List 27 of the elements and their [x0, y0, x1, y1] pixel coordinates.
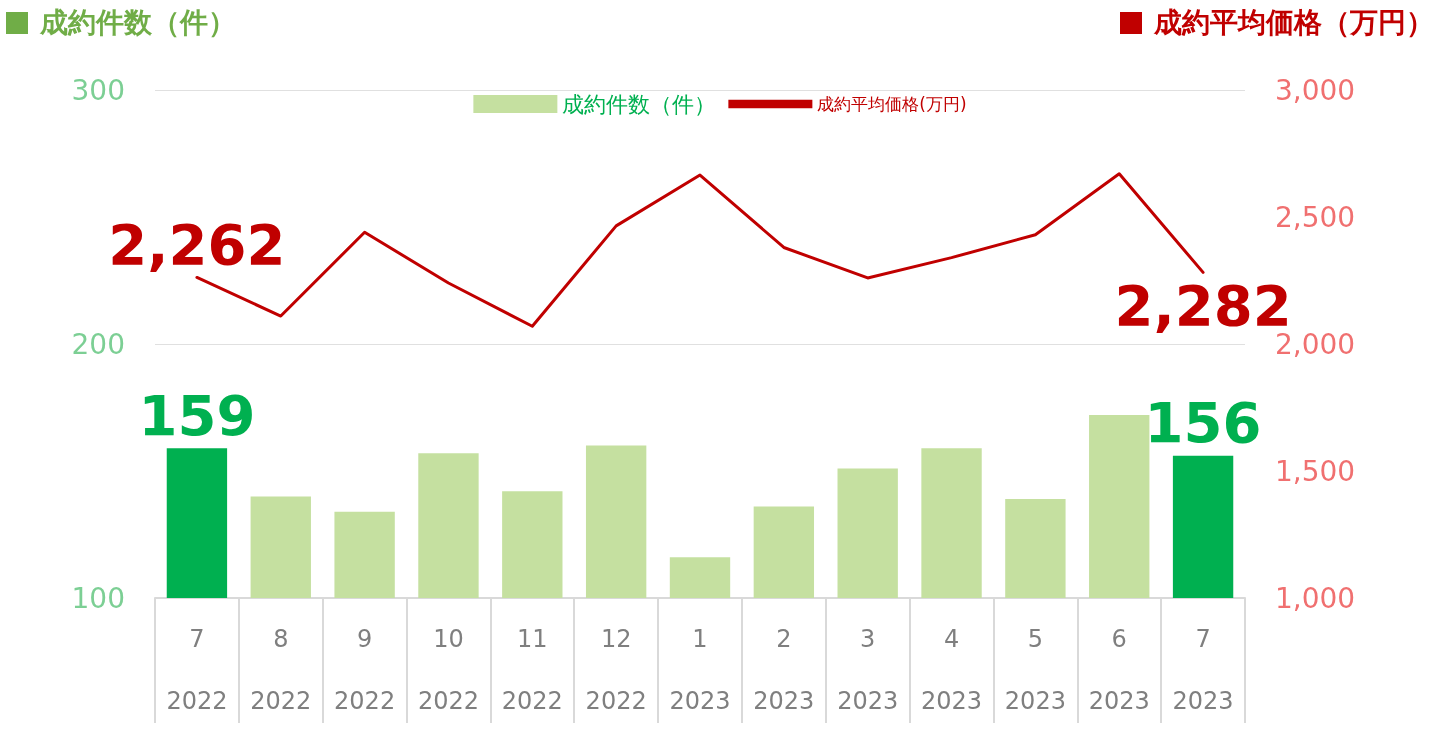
category-label: 6 2023: [1088, 625, 1150, 715]
y2-tick-label: 1,000: [1275, 581, 1356, 615]
category-label: 10 2022: [417, 625, 479, 715]
data-label: 156: [1144, 390, 1262, 456]
category-label: 7 2022: [166, 625, 228, 715]
y-tick-label: 200: [71, 327, 125, 361]
y2-tick-label: 1,500: [1275, 454, 1356, 488]
category-label: 5 2023: [1004, 625, 1066, 715]
y-tick-label: 300: [71, 73, 125, 107]
legend-label: 成約平均価格(万円): [817, 94, 967, 114]
data-label: 2,262: [108, 211, 286, 277]
y2-tick-label: 2,500: [1275, 200, 1356, 234]
y-tick-label: 100: [71, 581, 125, 615]
category-label: 9 2022: [334, 625, 396, 715]
y-axis-title: 成約件数（件）: [40, 5, 236, 41]
legend-label: 成約件数（件）: [562, 91, 717, 117]
category-label: 3 2023: [837, 625, 899, 715]
y2-axis-title: 成約平均価格（万円）: [1154, 5, 1434, 41]
category-label: 4 2023: [921, 625, 983, 715]
category-label: 1 2023: [669, 625, 731, 715]
category-label: 12 2022: [585, 625, 647, 715]
category-label: 7 2023: [1172, 625, 1234, 715]
category-label: 8 2022: [250, 625, 312, 715]
category-label: 2 2023: [753, 625, 815, 715]
data-label: 159: [138, 382, 256, 448]
category-label: 11 2022: [501, 625, 563, 715]
y2-tick-label: 3,000: [1275, 73, 1356, 107]
